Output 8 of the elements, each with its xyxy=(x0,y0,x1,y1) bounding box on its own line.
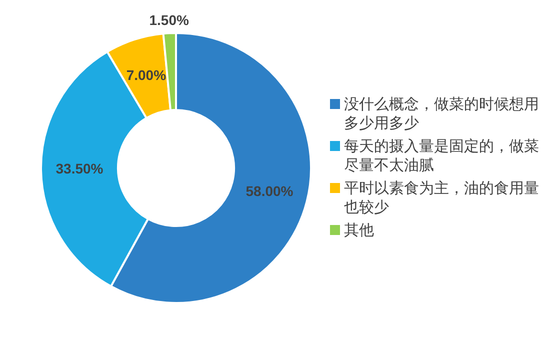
legend-label: 没什么概念，做菜的时候想用多少用多少 xyxy=(344,95,540,133)
legend-label: 平时以素食为主，油的食用量也较少 xyxy=(344,179,540,217)
data-label: 58.00% xyxy=(246,182,294,199)
legend-label: 其他 xyxy=(344,221,374,240)
data-label: 33.50% xyxy=(56,160,104,176)
data-label: 1.50% xyxy=(149,12,190,28)
data-label: 7.00% xyxy=(126,67,167,84)
legend-label: 每天的摄入量是固定的，做菜尽量不太油腻 xyxy=(344,137,540,175)
